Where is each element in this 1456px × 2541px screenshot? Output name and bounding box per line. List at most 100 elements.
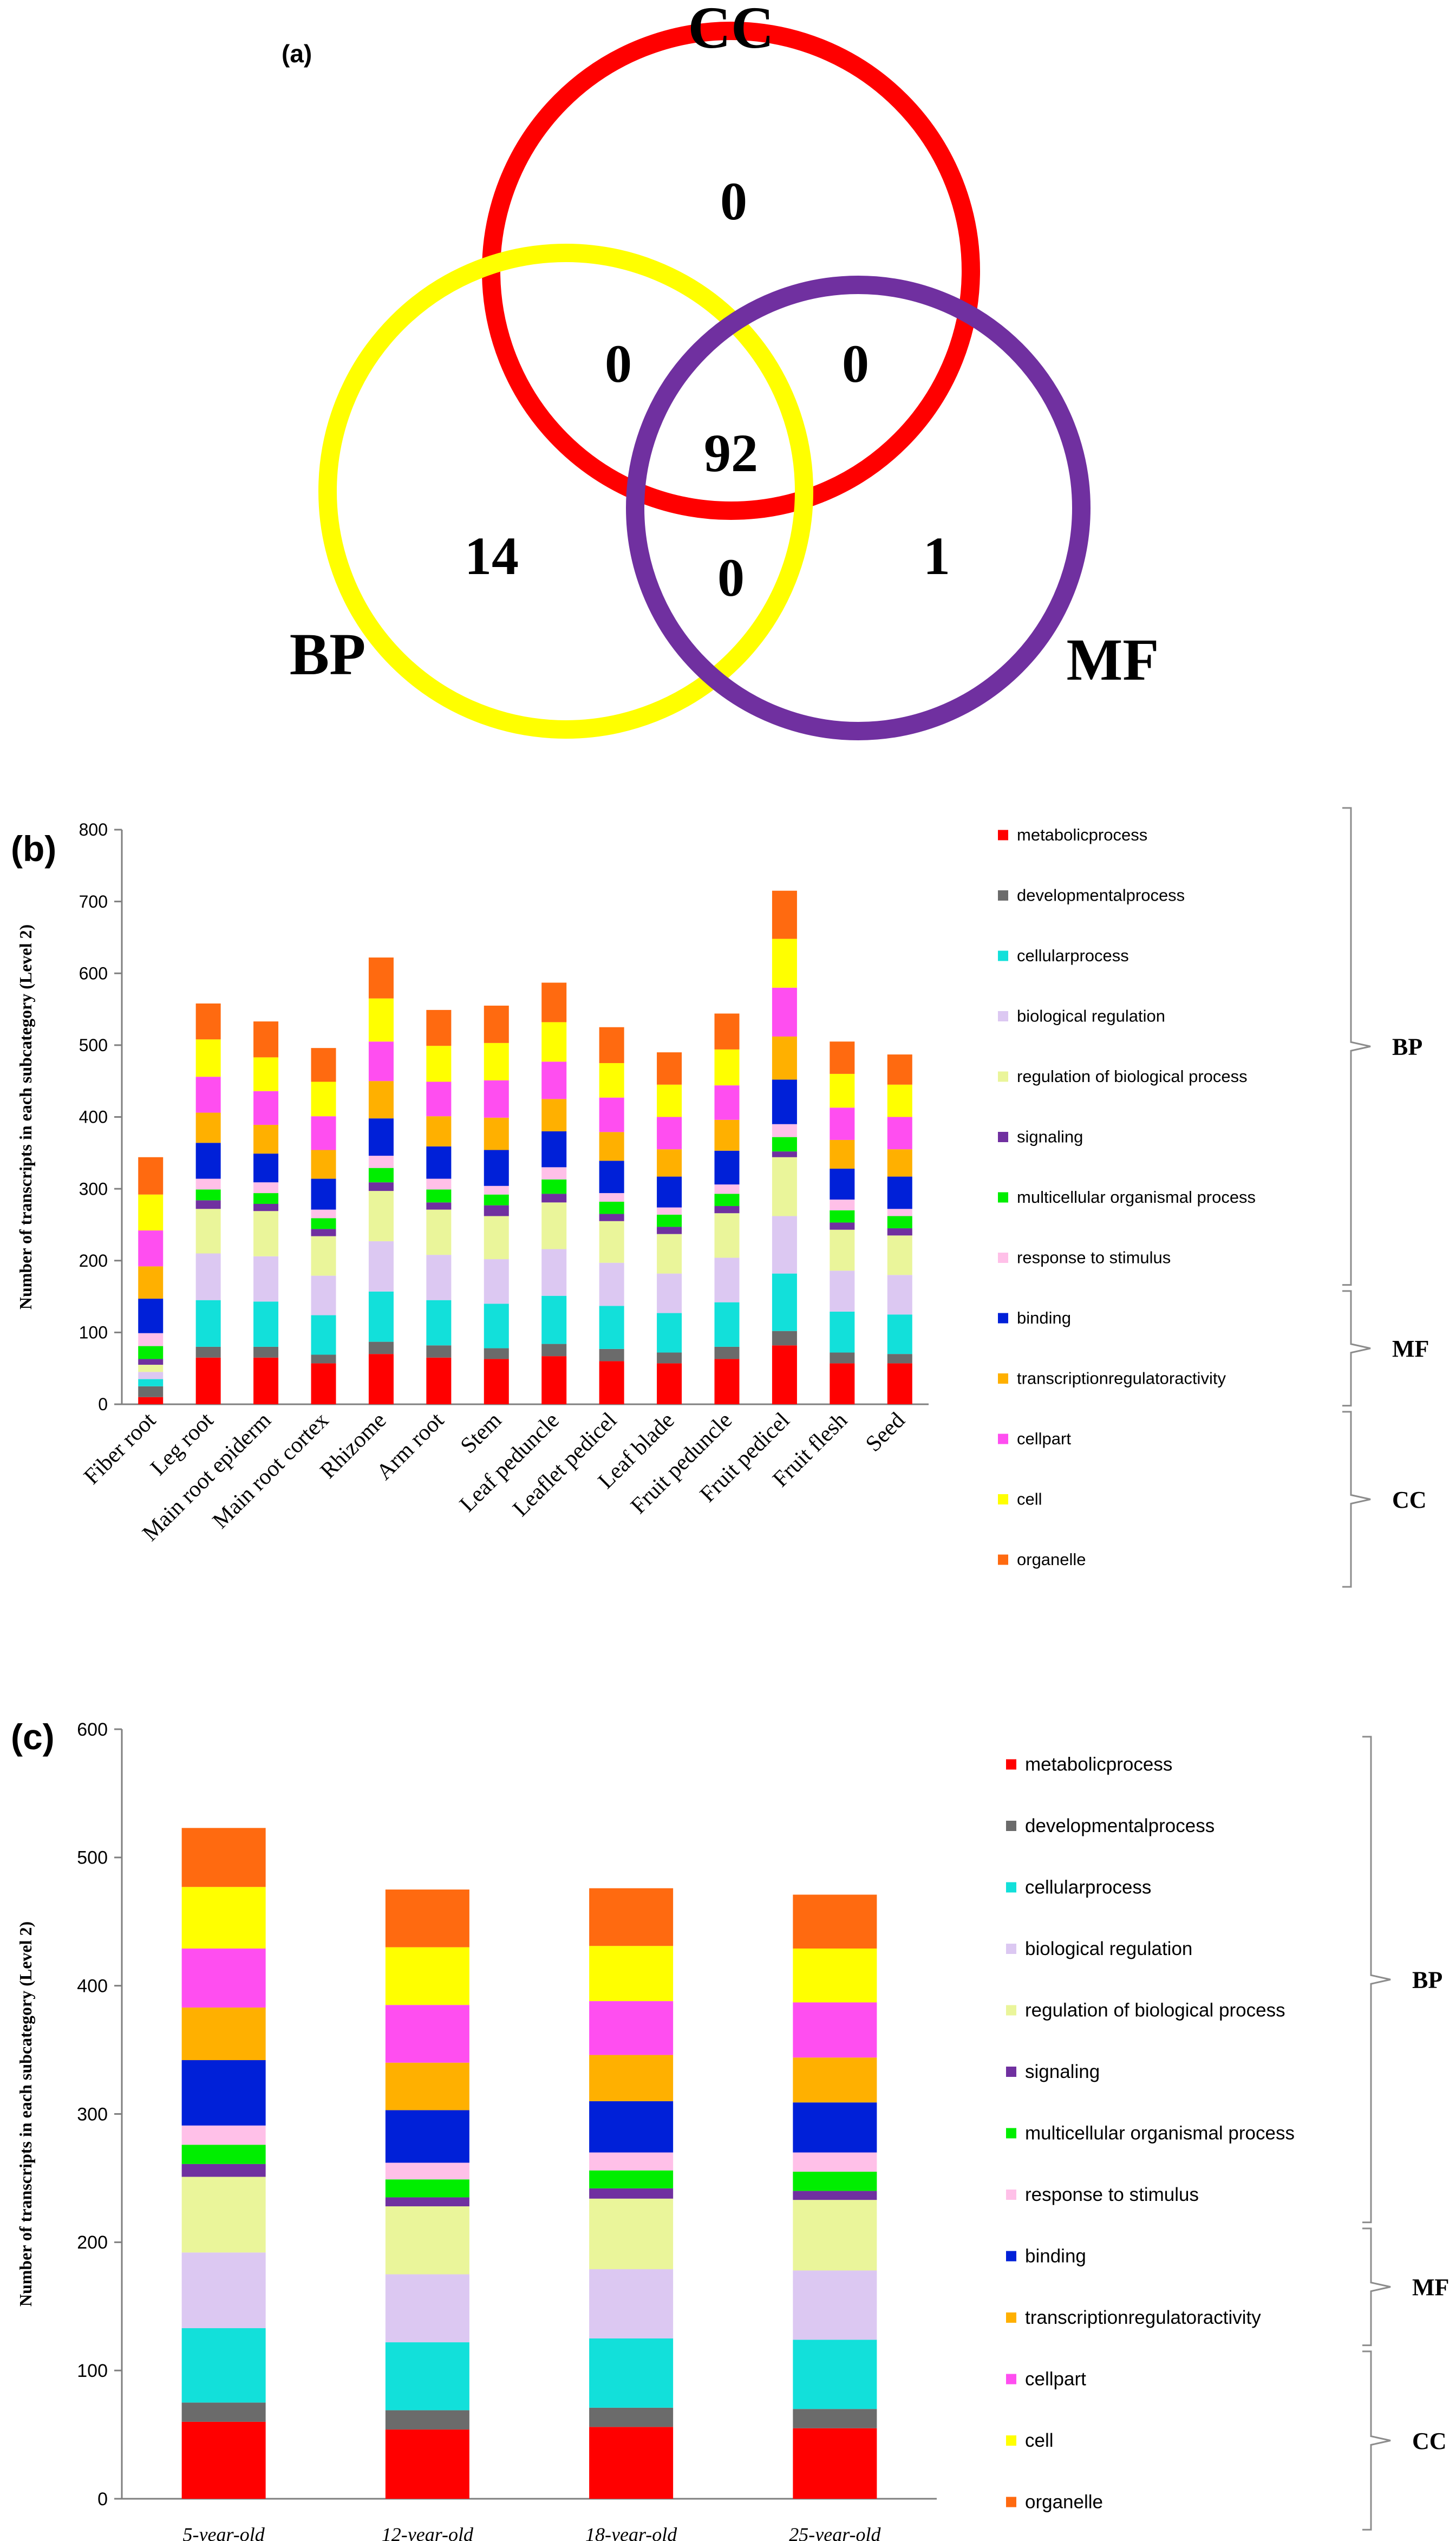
bar-segment-signaling xyxy=(830,1222,855,1230)
bar-segment-binding xyxy=(368,1118,394,1156)
legend-swatch-cellpart xyxy=(1006,2374,1016,2384)
bar-segment-response-to-stimulus xyxy=(138,1333,164,1346)
bar-stack-main-root-cortex xyxy=(311,1048,336,1404)
bar-segment-signaling xyxy=(138,1359,164,1365)
bar-segment-regulation-of-biological-process xyxy=(311,1236,336,1276)
bar-segment-organelle xyxy=(599,1027,624,1064)
legend-group-label: BP xyxy=(1412,1967,1442,1993)
bar-segment-signaling xyxy=(311,1229,336,1236)
bar-segment-cellpart xyxy=(793,2002,877,2058)
chart-b-plot-area: 0 100 200 300 400 500 600 700 800 Number of trans… xyxy=(16,820,929,1546)
y-tick-label: 200 xyxy=(79,1251,108,1270)
y-tick-label: 500 xyxy=(79,1035,108,1055)
bar-segment-signaling xyxy=(589,2188,674,2199)
y-tick-label: 700 xyxy=(79,892,108,911)
legend-label: cellularprocess xyxy=(1025,1877,1151,1898)
legend-swatch-binding xyxy=(998,1313,1008,1324)
bar-segment-developmentalprocess xyxy=(830,1352,855,1364)
y-tick-label: 500 xyxy=(77,1848,108,1868)
bar-segment-multicellular-organismal-process xyxy=(484,1194,509,1206)
bar-segment-transcriptionregulatoractivity xyxy=(772,1036,797,1080)
y-tick-label: 300 xyxy=(77,2104,108,2125)
bar-segment-regulation-of-biological-process xyxy=(426,1209,452,1255)
bar-segment-transcriptionregulatoractivity xyxy=(484,1117,509,1150)
bar-segment-transcriptionregulatoractivity xyxy=(368,1081,394,1119)
bar-segment-biological-regulation xyxy=(772,1216,797,1274)
bar-segment-response-to-stimulus xyxy=(311,1209,336,1219)
bar-segment-cell xyxy=(311,1081,336,1117)
legend-swatch-regulation-of-biological-process xyxy=(1006,2005,1016,2016)
y-axis-title: Number of transcripts in each subcategor… xyxy=(16,1921,35,2307)
bar-segment-cell xyxy=(385,1947,469,2005)
legend-swatch-regulation-of-biological-process xyxy=(998,1071,1008,1082)
legend-group-brace xyxy=(1342,807,1371,1286)
bar-segment-response-to-stimulus xyxy=(253,1182,279,1194)
legend-group-label: BP xyxy=(1392,1034,1422,1060)
legend-label: cellpart xyxy=(1017,1429,1071,1448)
legend-swatch-response-to-stimulus xyxy=(1006,2190,1016,2200)
bar-segment-regulation-of-biological-process xyxy=(657,1234,682,1274)
bar-stack-arm-root xyxy=(426,1009,452,1404)
bar-segment-cell xyxy=(887,1084,912,1117)
bar-segment-regulation-of-biological-process xyxy=(541,1202,567,1249)
bar-segment-cellpart xyxy=(368,1041,394,1081)
bar-segment-cellularprocess xyxy=(253,1301,279,1347)
bar-segment-regulation-of-biological-process xyxy=(385,2206,469,2275)
bar-segment-biological-regulation xyxy=(426,1255,452,1300)
bar-segment-response-to-stimulus xyxy=(541,1167,567,1180)
legend-swatch-cell xyxy=(998,1494,1008,1504)
bar-segment-response-to-stimulus xyxy=(368,1156,394,1168)
legend-swatch-cell xyxy=(1006,2435,1016,2446)
bar-segment-organelle xyxy=(368,957,394,999)
venn-count-cc-only: 0 xyxy=(720,171,747,231)
bar-segment-organelle xyxy=(541,982,567,1022)
bar-segment-biological-regulation xyxy=(887,1275,912,1315)
bar-segment-signaling xyxy=(714,1206,740,1214)
bar-segment-biological-regulation xyxy=(830,1270,855,1312)
bar-segment-metabolicprocess xyxy=(714,1359,740,1404)
legend-label: multicellular organismal process xyxy=(1017,1188,1256,1207)
venn-panel: (a) CC BP MF 0 0 0 92 14 0 1 xyxy=(282,0,1159,740)
bar-segment-biological-regulation xyxy=(599,1262,624,1306)
bar-stack-fiber-root xyxy=(138,1157,164,1404)
bar-segment-regulation-of-biological-process xyxy=(772,1157,797,1216)
bar-segment-multicellular-organismal-process xyxy=(426,1189,452,1203)
legend-swatch-transcriptionregulatoractivity xyxy=(998,1373,1008,1384)
venn-count-bp-only: 14 xyxy=(465,526,519,586)
bar-segment-response-to-stimulus xyxy=(484,1185,509,1195)
bar-segment-binding xyxy=(657,1176,682,1208)
venn-label-mf: MF xyxy=(1066,627,1159,693)
bar-segment-organelle xyxy=(887,1054,912,1085)
bar-segment-cellularprocess xyxy=(772,1273,797,1331)
bar-segment-signaling xyxy=(181,2164,266,2177)
venn-label-cc: CC xyxy=(688,0,774,61)
bar-segment-cellpart xyxy=(714,1085,740,1120)
bar-segment-biological-regulation xyxy=(484,1259,509,1304)
bar-segment-cellpart xyxy=(887,1117,912,1150)
bar-segment-binding xyxy=(589,2101,674,2153)
bar-segment-organelle xyxy=(772,890,797,939)
legend-swatch-organelle xyxy=(1006,2497,1016,2507)
bar-segment-signaling xyxy=(195,1200,221,1209)
bar-segment-binding xyxy=(181,2060,266,2126)
bar-segment-cellpart xyxy=(589,2001,674,2055)
bar-stack-fruit-peduncle xyxy=(714,1013,740,1404)
bar-segment-regulation-of-biological-process xyxy=(830,1229,855,1271)
legend-label: signaling xyxy=(1017,1128,1083,1146)
bar-segment-multicellular-organismal-process xyxy=(793,2172,877,2191)
bar-segment-cell xyxy=(368,998,394,1042)
legend-label: biological regulation xyxy=(1025,1938,1192,1959)
chart-c-panel: (c) 0 100 200 300 400 500 600 Number of transcr… xyxy=(11,1717,1449,2541)
chart-b-panel: (b) 0 100 200 300 400 500 600 700 800 Number of t… xyxy=(11,807,1429,1588)
bar-segment-transcriptionregulatoractivity xyxy=(714,1119,740,1151)
x-tick-label: Fiber root xyxy=(79,1408,161,1489)
bar-segment-metabolicprocess xyxy=(887,1363,912,1404)
y-tick-label: 400 xyxy=(77,1976,108,1997)
bar-segment-cellpart xyxy=(830,1107,855,1140)
legend-group-label: CC xyxy=(1412,2428,1447,2454)
bar-segment-biological-regulation xyxy=(714,1258,740,1302)
bar-segment-response-to-stimulus xyxy=(426,1178,452,1190)
bar-segment-response-to-stimulus xyxy=(714,1184,740,1194)
bar-segment-developmentalprocess xyxy=(714,1346,740,1359)
